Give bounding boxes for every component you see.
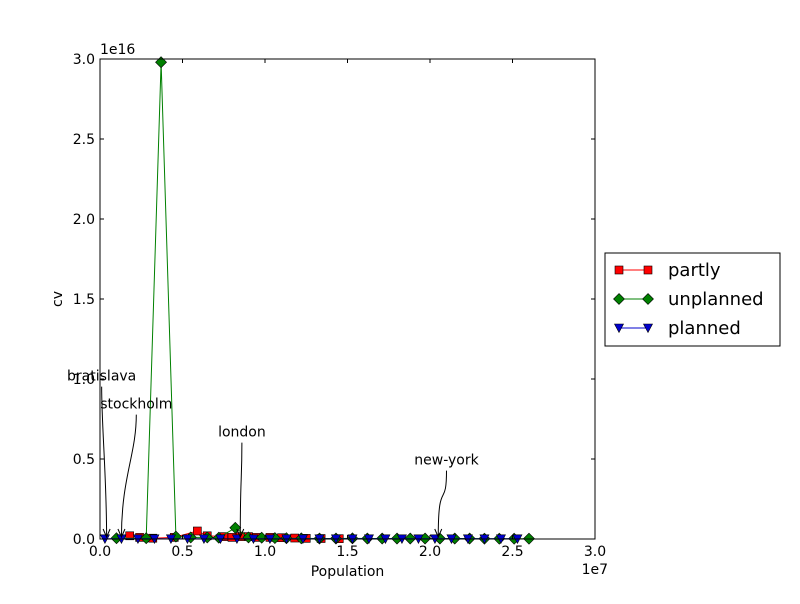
y-axis-offset-label: 1e16 xyxy=(100,42,135,58)
x-tick-label: 2.0 xyxy=(419,544,441,560)
y-tick-label: 0.5 xyxy=(73,452,95,468)
legend-marker-partly xyxy=(614,265,624,275)
axes-layer: 0.0 0.5 1.0 1.5 2.0 2.5 3.0 0.0 0.5 1.0 1.5 2.0 2.5 3… xyxy=(73,52,606,560)
legend-label-partly: partly xyxy=(668,260,721,281)
annotation-arrowhead xyxy=(102,528,111,539)
annotation-arrow xyxy=(239,442,243,538)
x-tick-label: 1.0 xyxy=(254,544,276,560)
x-tick-label: 0.5 xyxy=(171,544,193,560)
legend-marker-planned xyxy=(614,323,624,334)
annotation-label: stockholm xyxy=(100,397,172,413)
annotation-label: bratislava xyxy=(67,369,136,385)
annotation-label: london xyxy=(218,425,266,441)
series-layer xyxy=(99,56,535,545)
data-point-unplanned xyxy=(140,532,153,545)
legend-marker-unplanned xyxy=(613,293,625,305)
y-tick-label: 3.0 xyxy=(73,52,95,68)
legend-label-planned: planned xyxy=(668,318,741,339)
x-tick-label: 0.0 xyxy=(89,544,111,560)
x-tick-label: 3.0 xyxy=(584,544,606,560)
x-axis-offset-label: 1e7 xyxy=(582,562,608,578)
annotation-arrowhead xyxy=(117,528,126,539)
y-axis-label: cv xyxy=(50,291,66,307)
y-tick-label: 2.0 xyxy=(73,212,95,228)
annotation-arrow xyxy=(120,414,137,538)
annotation-arrowhead xyxy=(434,528,443,539)
legend-marker-partly xyxy=(643,265,653,275)
plot-frame xyxy=(99,58,596,540)
legend-marker-unplanned xyxy=(642,293,654,305)
data-point-unplanned xyxy=(155,56,167,69)
data-point-unplanned xyxy=(229,521,242,534)
annotation-arrowhead xyxy=(236,528,245,539)
legend: partly unplanned planned xyxy=(604,252,781,347)
x-tick-label: 2.5 xyxy=(501,544,523,560)
y-tick-label: 0.0 xyxy=(73,532,95,548)
annotation-arrow xyxy=(101,386,108,538)
data-point-partly xyxy=(193,526,202,536)
x-axis-label: Population xyxy=(311,564,385,580)
y-tick-label: 1.0 xyxy=(73,372,95,388)
x-tick-label: 1.5 xyxy=(336,544,358,560)
y-tick-label: 1.5 xyxy=(73,292,95,308)
y-tick-label: 2.5 xyxy=(73,132,95,148)
annotation-label: new-york xyxy=(414,453,479,469)
annotation-arrow xyxy=(437,470,447,538)
annotations-layer: bratislava stockholm london new-york xyxy=(67,369,480,539)
legend-label-unplanned: unplanned xyxy=(668,289,764,310)
legend-marker-planned xyxy=(643,323,653,334)
legend-box xyxy=(604,252,781,347)
